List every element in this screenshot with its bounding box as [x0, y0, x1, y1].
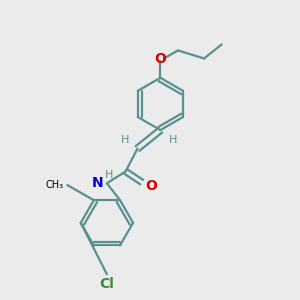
Text: O: O [146, 179, 158, 193]
Text: H: H [121, 135, 129, 145]
Text: CH₃: CH₃ [45, 180, 63, 190]
Text: H: H [169, 135, 177, 145]
Text: O: O [154, 52, 166, 66]
Text: Cl: Cl [100, 277, 114, 291]
Text: H: H [105, 170, 113, 180]
Text: N: N [92, 176, 103, 190]
